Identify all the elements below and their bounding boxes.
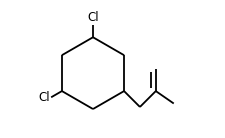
Text: Cl: Cl: [39, 91, 50, 104]
Text: Cl: Cl: [87, 11, 98, 24]
